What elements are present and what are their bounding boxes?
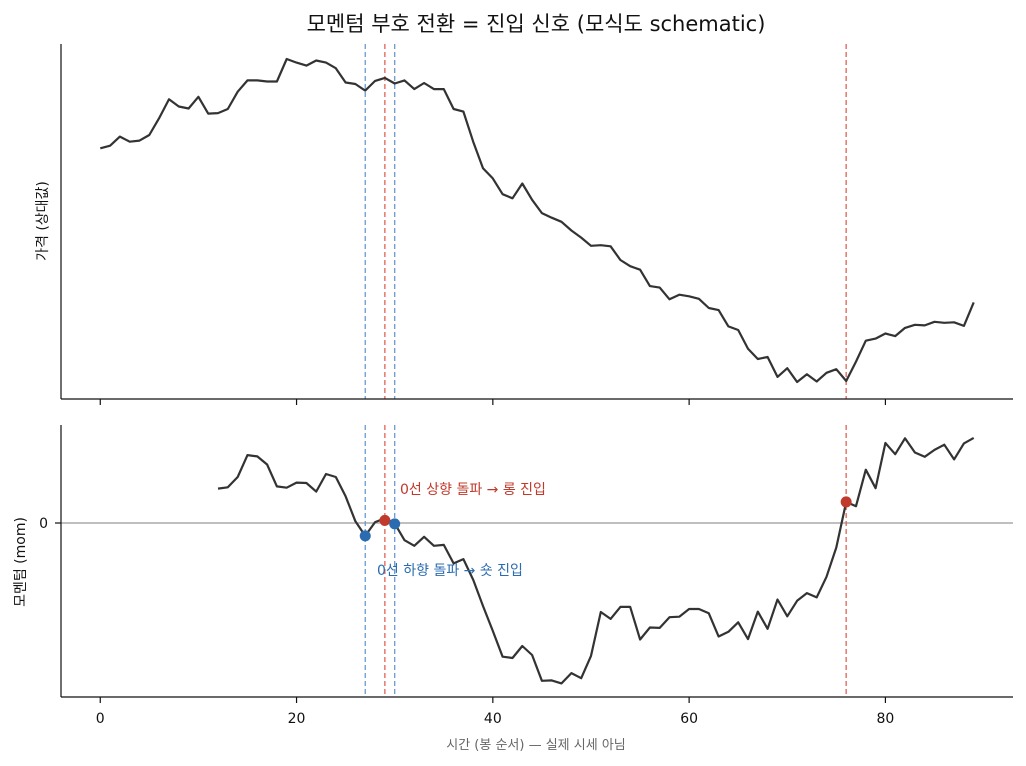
signal-point-long-3 <box>840 496 852 508</box>
momentum-x-label: 시간 (봉 순서) — 실제 시세 아님 <box>446 738 626 753</box>
momentum-line <box>217 436 975 685</box>
signal-point-short-0 <box>359 530 371 542</box>
x-tick-label-0: 0 <box>96 711 105 727</box>
x-tick-label-40: 40 <box>484 711 502 727</box>
y-tick-zero-label: 0 <box>39 516 48 532</box>
x-tick-label-80: 80 <box>876 711 894 727</box>
x-tick-label-60: 60 <box>680 711 698 727</box>
x-tick-label-20: 20 <box>288 711 306 727</box>
annotation-short-entry: 0선 하향 돌파 → 숏 진입 <box>377 563 523 579</box>
momentum-signal-lines <box>364 425 847 697</box>
price-panel: 가격 (상대값) <box>35 44 1013 405</box>
signal-points <box>359 496 852 542</box>
momentum-x-ticks: 0 20 40 60 80 <box>96 697 894 727</box>
price-y-label: 가격 (상대값) <box>35 181 51 261</box>
price-x-ticks <box>99 399 887 405</box>
chart-title: 모멘텀 부호 전환 = 진입 신호 (모식도 schematic) <box>307 12 766 36</box>
momentum-panel: 0 20 40 60 80 0 모멘텀 (mom) 시간 (봉 순서) — 실제 시세 … <box>13 425 1013 753</box>
price-signal-lines <box>364 44 847 399</box>
momentum-y-label: 모멘텀 (mom) <box>13 517 29 607</box>
signal-point-short-2 <box>389 518 401 530</box>
price-line <box>100 57 975 384</box>
annotation-long-entry: 0선 상향 돌파 → 롱 진입 <box>400 482 546 498</box>
signal-point-long-1 <box>379 514 391 526</box>
